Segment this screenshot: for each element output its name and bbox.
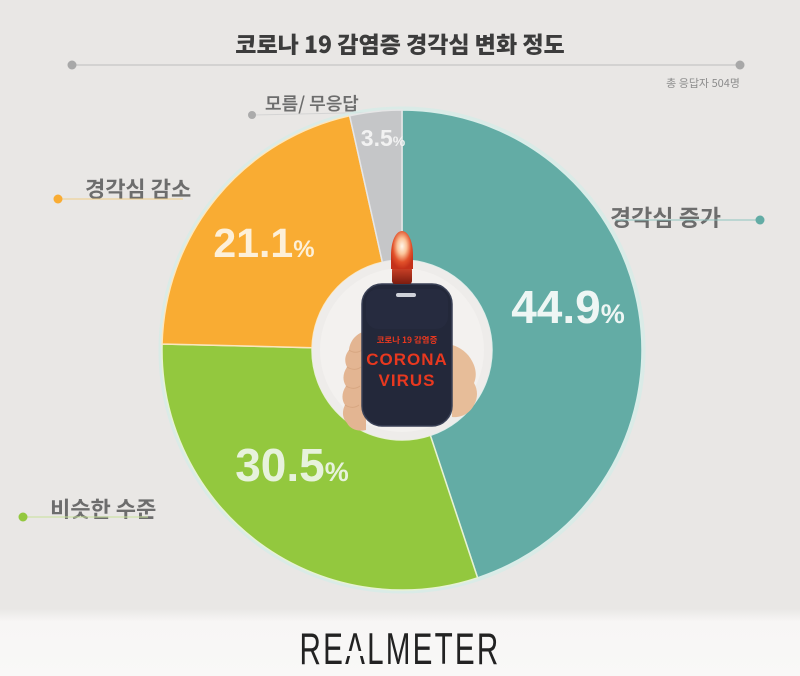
svg-text:VIRUS: VIRUS [379,371,436,390]
svg-text:CORONA: CORONA [366,350,448,369]
svg-text:코로나 19 감염증: 코로나 19 감염증 [377,334,438,346]
